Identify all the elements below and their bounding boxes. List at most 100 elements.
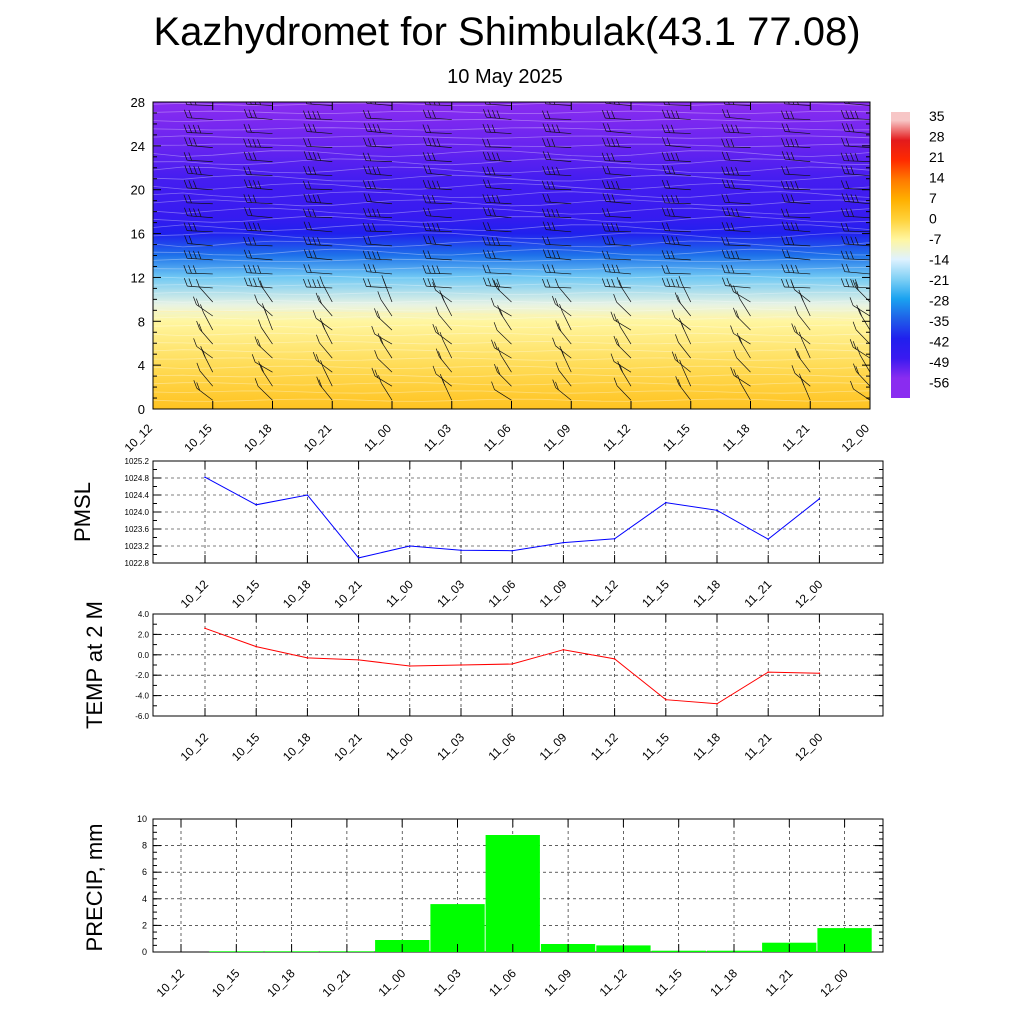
wind-barb-shaft	[153, 343, 154, 345]
data-point	[665, 698, 667, 701]
wind-barb-feather	[542, 236, 546, 245]
x-tick-label: 12_00	[817, 966, 851, 1000]
wind-barb-feather	[606, 250, 611, 260]
wind-barb-feather	[254, 102, 257, 105]
data-point	[665, 501, 667, 504]
wind-barb-feather	[790, 279, 795, 288]
x-tick-label: 10_21	[331, 577, 365, 611]
wind-barb-feather	[840, 222, 845, 232]
wind-barb-feather	[376, 310, 381, 320]
wind-barb-feather	[725, 166, 730, 175]
contour-line	[153, 258, 870, 262]
wind-barb-feather	[482, 166, 487, 175]
wind-barb-feather	[487, 250, 492, 259]
x-tick-label: 11_09	[537, 730, 570, 763]
wind-barb-feather	[854, 110, 859, 120]
wind-barb-feather	[487, 194, 491, 203]
wind-barb-feather	[725, 236, 730, 246]
wind-barb-feather	[611, 180, 615, 190]
wind-barb-shaft	[442, 339, 453, 359]
wind-barb-feather	[368, 193, 372, 202]
wind-barb-feather	[124, 153, 127, 161]
wind-barb-feather	[606, 263, 611, 273]
wind-barb-feather	[675, 236, 680, 245]
wind-barb-feather	[841, 263, 846, 272]
wind-barb-feather	[431, 265, 436, 274]
wind-barb-shaft	[555, 345, 572, 359]
wind-barb-feather	[197, 208, 202, 217]
wind-barb-feather	[726, 277, 731, 287]
data-point	[255, 645, 257, 648]
x-tick-label: 11_06	[485, 730, 518, 763]
wind-barb-feather	[841, 208, 845, 217]
data-point	[204, 476, 206, 479]
wind-barb-feather	[188, 194, 192, 204]
wind-barb-feather	[487, 151, 491, 161]
wind-barb-feather	[371, 325, 376, 335]
wind-barb-feather	[367, 208, 372, 217]
wind-barb-feather	[666, 180, 671, 189]
wind-barb-feather	[601, 278, 606, 287]
contour-line	[153, 150, 870, 157]
contour-line	[153, 143, 870, 147]
wind-barb-shaft	[681, 283, 692, 303]
wind-barb-feather	[183, 124, 188, 133]
wind-barb-feather	[726, 194, 730, 203]
wind-barb-feather	[611, 264, 616, 273]
wind-barb-feather	[188, 235, 193, 245]
wind-barb-feather	[675, 152, 680, 162]
wind-barb-shaft	[674, 317, 691, 331]
wind-barb-feather	[781, 193, 786, 203]
y-tick-label: 0	[138, 402, 145, 417]
wind-barb-feather	[786, 249, 791, 258]
contour-line	[153, 332, 870, 337]
wind-barb-shaft	[664, 132, 691, 134]
wind-barb-feather	[245, 102, 248, 105]
wind-barb-feather	[243, 166, 248, 175]
wind-barb-shaft	[784, 229, 811, 233]
wind-barb-feather	[551, 222, 556, 231]
wind-barb-shaft	[613, 361, 632, 373]
wind-barb-feather	[303, 138, 307, 147]
wind-barb-feather	[486, 166, 491, 175]
wind-barb-shaft	[319, 342, 333, 359]
wind-barb-feather	[546, 264, 551, 273]
wind-barb-feather	[845, 236, 850, 245]
wind-barb-feather	[606, 152, 611, 162]
wind-barb-feather	[491, 166, 496, 176]
wind-barb-feather	[840, 180, 845, 189]
wind-barb-feather	[781, 110, 785, 119]
wind-barb-feather	[422, 179, 427, 189]
wind-barb-feather	[491, 339, 495, 348]
wind-barb-feather	[781, 278, 785, 288]
wind-barb-feather	[486, 138, 491, 148]
wind-barb-feather	[601, 222, 606, 232]
wind-barb-feather	[841, 193, 846, 202]
wind-barb-feather	[790, 110, 795, 120]
wind-barb-feather	[243, 123, 248, 133]
wind-barb-feather	[611, 194, 616, 203]
data-point	[357, 659, 360, 661]
wind-barb-feather	[733, 307, 737, 317]
x-tick-label: 11_21	[780, 421, 813, 454]
data-point	[204, 627, 206, 630]
wind-barb-feather	[125, 264, 128, 272]
wind-barb-feather	[308, 249, 313, 258]
wind-barb-feather	[184, 137, 188, 146]
wind-barb-feather	[602, 208, 606, 217]
wind-barb-feather	[615, 223, 620, 232]
contour-line	[153, 275, 870, 279]
wind-barb-shaft	[794, 289, 811, 303]
wind-barb-feather	[312, 124, 317, 133]
wind-barb-feather	[436, 223, 441, 232]
wind-barb-feather	[611, 152, 615, 162]
wind-barb-feather	[785, 180, 790, 190]
wind-barb-feather	[551, 250, 556, 259]
wind-barb-feather	[243, 249, 248, 258]
wind-barb-shaft	[257, 386, 273, 401]
data-point	[613, 658, 616, 660]
wind-barb-feather	[726, 222, 730, 231]
contour-line	[153, 135, 870, 139]
wind-barb-feather	[790, 181, 795, 190]
wind-barb-feather	[372, 180, 376, 190]
